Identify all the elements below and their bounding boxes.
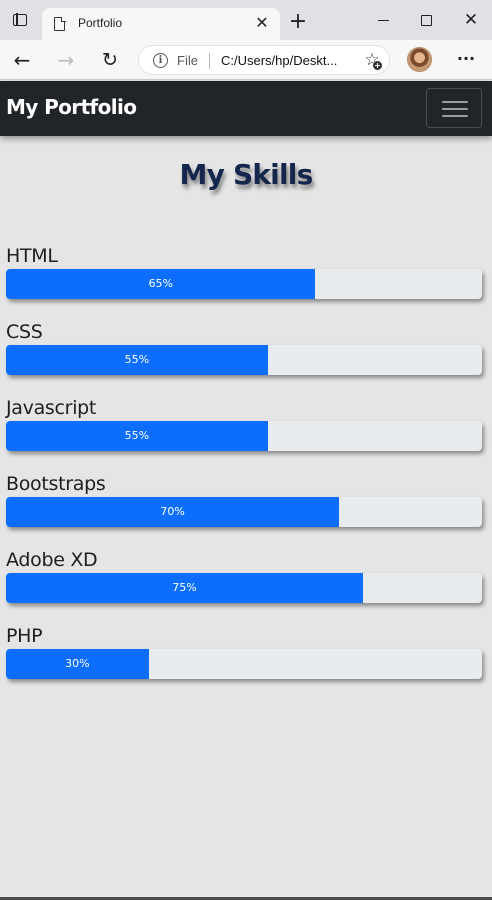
site-navbar: My Portfolio [0,81,492,136]
plus-badge-icon: + [373,61,382,70]
more-options-icon[interactable]: ··· [456,49,476,68]
skill-name: PHP [6,625,43,647]
progress-track: 70% [6,497,482,527]
hamburger-line-icon [442,115,468,117]
progress-track: 75% [6,573,482,603]
new-tab-icon[interactable]: + [288,9,308,34]
section-title: My Skills [179,158,314,191]
browser-titlebar: Portfolio ✕ + ✕ [0,0,492,40]
tab-title: Portfolio [78,16,123,30]
refresh-icon[interactable]: ↻ [102,49,118,71]
skill-name: Bootstraps [6,473,106,495]
skill-name: CSS [6,321,43,343]
skill-item: Adobe XD 75% [6,547,482,603]
url-text[interactable]: C:/Users/hp/Deskt... [221,53,338,68]
tab-actions-button[interactable] [0,0,40,40]
skill-name: HTML [6,245,58,267]
skill-item: Javascript 55% [6,395,482,451]
progress-track: 30% [6,649,482,679]
address-bar[interactable]: i File C:/Users/hp/Deskt... ☆ + [138,45,390,75]
progress-track: 65% [6,269,482,299]
hamburger-line-icon [442,101,468,103]
profile-avatar[interactable] [407,47,432,72]
info-icon[interactable]: i [153,53,168,68]
progress-bar: 55% [6,421,268,451]
progress-bar: 30% [6,649,149,679]
browser-toolbar: ← → ↻ i File C:/Users/hp/Deskt... ☆ + ··… [0,40,492,80]
progress-track: 55% [6,345,482,375]
browser-tab[interactable]: Portfolio ✕ [42,8,280,40]
progress-bar: 55% [6,345,268,375]
hamburger-line-icon [442,108,468,110]
navbar-brand[interactable]: My Portfolio [6,95,137,119]
minimize-icon[interactable] [370,11,400,29]
window-close-icon[interactable]: ✕ [463,10,479,30]
skill-item: HTML 65% [6,243,482,299]
skill-item: CSS 55% [6,319,482,375]
menu-toggle-button[interactable] [426,88,482,128]
progress-track: 55% [6,421,482,451]
skill-item: Bootstraps 70% [6,471,482,527]
close-tab-icon[interactable]: ✕ [255,13,269,32]
window-bottom-edge [0,897,492,900]
add-favorite-icon[interactable]: ☆ + [361,49,383,71]
forward-arrow-icon[interactable]: → [57,48,75,72]
skill-name: Adobe XD [6,549,98,571]
scheme-label: File [177,53,198,68]
progress-bar: 75% [6,573,363,603]
back-arrow-icon[interactable]: ← [13,48,31,72]
address-divider [209,53,210,69]
maximize-icon[interactable] [412,11,442,29]
progress-bar: 65% [6,269,316,299]
skill-name: Javascript [6,397,97,419]
progress-bar: 70% [6,497,340,527]
page-icon [54,16,66,31]
tab-actions-icon [13,13,27,26]
skill-item: PHP 30% [6,623,482,679]
